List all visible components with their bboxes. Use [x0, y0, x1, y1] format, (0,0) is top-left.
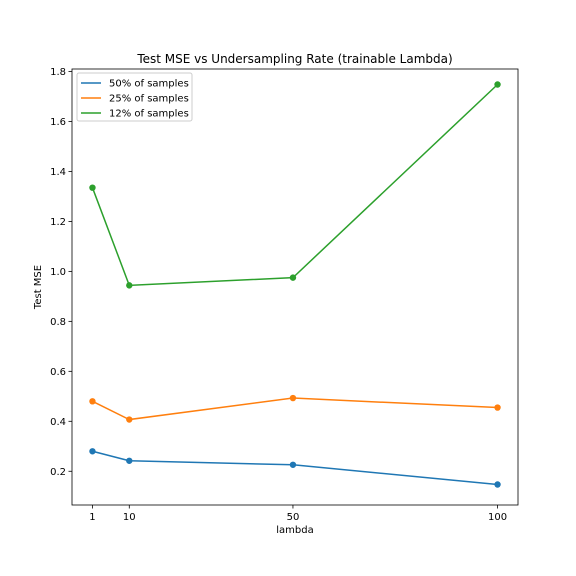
x-tick-label: 50 [287, 512, 300, 523]
data-point [126, 282, 133, 289]
y-tick-label: 1.0 [50, 267, 66, 278]
y-axis-label: Test MSE [33, 265, 44, 310]
y-tick-label: 0.8 [50, 317, 66, 328]
data-point [494, 404, 501, 411]
x-axis-label: lambda [276, 525, 313, 536]
y-tick-label: 1.4 [50, 167, 66, 178]
legend: 50% of samples 25% of samples 12% of sampl… [76, 72, 193, 122]
y-tick-label: 1.2 [50, 217, 66, 228]
series-line-1 [92, 397, 498, 421]
x-axis-ticks: 1 10 50 100 [89, 505, 507, 523]
legend-label: 12% of samples [109, 109, 189, 120]
data-point [289, 461, 297, 468]
legend-label: 25% of samples [109, 94, 189, 105]
y-tick-label: 1.8 [50, 67, 66, 78]
legend-frame [76, 72, 193, 122]
y-tick-label: 0.2 [50, 467, 66, 478]
data-point [494, 481, 501, 488]
y-tick-label: 0.6 [50, 367, 66, 378]
plot-frame [71, 68, 519, 506]
data-point [89, 448, 96, 455]
y-tick-label: 0.4 [50, 417, 66, 428]
data-point [289, 274, 297, 281]
data-point [89, 398, 96, 405]
y-tick-label: 1.6 [50, 117, 66, 128]
x-tick-label: 10 [123, 512, 136, 523]
chart-title: Test MSE vs Undersampling Rate (trainabl… [136, 52, 452, 66]
data-point [289, 394, 297, 402]
data-point [494, 81, 501, 88]
series-line-0 [92, 450, 498, 486]
data-point [89, 184, 96, 191]
data-point [126, 457, 133, 464]
y-axis-ticks: 0.2 0.4 0.6 0.8 1.0 1.2 1.4 1.6 1.8 [50, 67, 72, 478]
x-tick-label: 1 [89, 512, 95, 523]
series-line-2 [91, 83, 499, 287]
data-point [126, 416, 133, 423]
legend-label: 50% of samples [109, 79, 189, 90]
x-tick-label: 100 [488, 512, 507, 523]
series-layer [89, 81, 501, 488]
